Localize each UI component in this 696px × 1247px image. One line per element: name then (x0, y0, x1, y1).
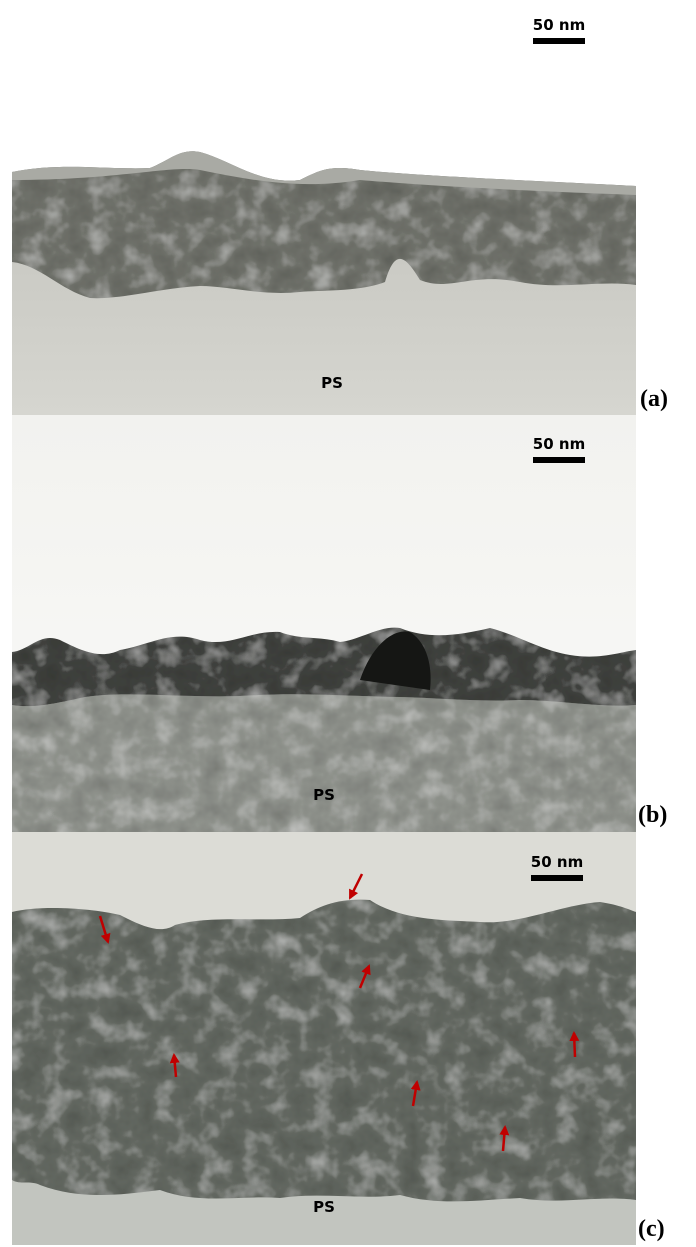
panel-a: 50 nm PS (a) (12, 0, 668, 415)
film-layer (12, 900, 636, 1202)
substrate-label: PS (321, 374, 343, 392)
scale-label: 50 nm (533, 435, 585, 453)
panel-label: (c) (638, 1216, 665, 1242)
panel-c: 50 nm PS (c) (12, 832, 665, 1245)
substrate-label: PS (313, 1198, 335, 1216)
arrow (574, 1033, 575, 1057)
substrate (12, 680, 636, 832)
scale-label: 50 nm (533, 16, 585, 34)
figure: 50 nm PS (a) 50 nm PS (b) 50 nm PS (c) (0, 0, 696, 1247)
scale-bar (533, 38, 585, 44)
scale-label: 50 nm (531, 853, 583, 871)
scale-bar (533, 457, 585, 463)
panel-label: (a) (640, 386, 668, 412)
scale-bar (531, 875, 583, 881)
page: {"panels": [ {"scale_bar": "50 nm", "sub… (0, 0, 696, 1247)
panel-label: (b) (638, 802, 667, 828)
substrate-label: PS (313, 786, 335, 804)
panel-b: 50 nm PS (b) (12, 415, 667, 832)
